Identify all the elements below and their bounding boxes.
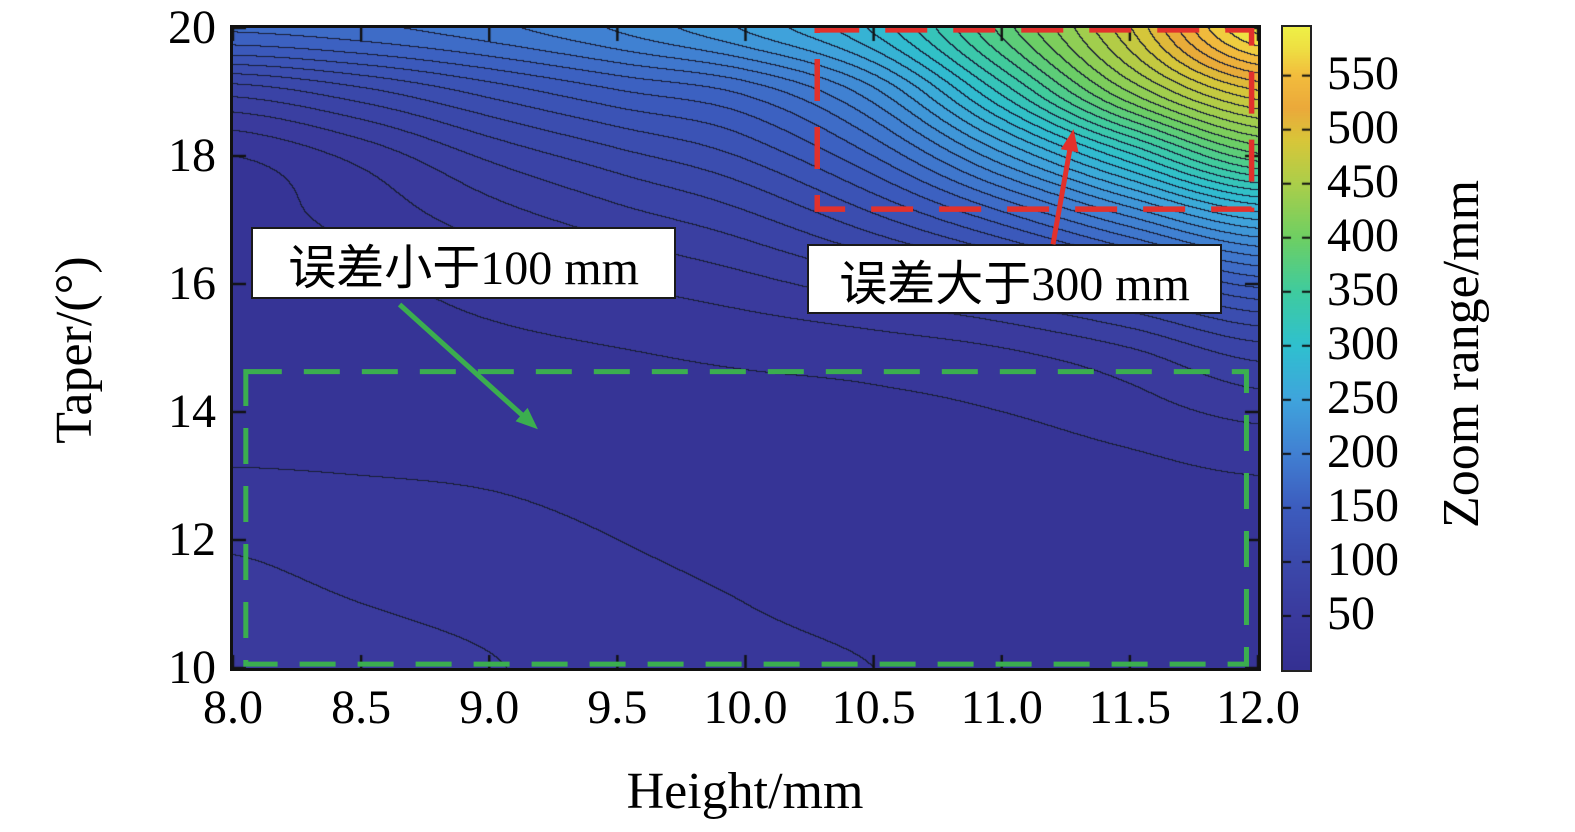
- x-tick-label: 10.5: [831, 681, 916, 734]
- colorbar-tick-label: 50: [1327, 586, 1375, 640]
- colorbar-tick-label: 450: [1327, 154, 1399, 208]
- colorbar-canvas: [1283, 27, 1310, 670]
- colorbar-tick-label: 400: [1327, 208, 1399, 262]
- x-axis-title: Height/mm: [626, 763, 864, 820]
- annotation-low-error-text: 误差小于100 mm: [288, 241, 639, 295]
- annotation-low-error: 误差小于100 mm: [250, 227, 677, 299]
- y-tick-label: 12: [168, 513, 216, 566]
- x-tick-label: 8.0: [203, 681, 263, 734]
- colorbar-tick-label: 100: [1327, 532, 1399, 586]
- colorbar-tick-label: 550: [1327, 46, 1399, 100]
- y-tick-label: 20: [168, 1, 216, 54]
- plot-frame: [230, 25, 1261, 671]
- y-tick-label: 14: [168, 385, 216, 438]
- colorbar-tick-label: 250: [1327, 370, 1399, 424]
- colorbar-tick-label: 200: [1327, 424, 1399, 478]
- colorbar-tick-label: 500: [1327, 100, 1399, 154]
- annotation-high-error-text: 误差大于300 mm: [839, 257, 1190, 311]
- x-tick-label: 12.0: [1216, 681, 1300, 734]
- x-tick-label: 8.5: [331, 681, 392, 734]
- y-tick-label: 10: [168, 641, 216, 694]
- colorbar-tick-label: 350: [1327, 262, 1399, 316]
- x-tick-label: 10.0: [703, 681, 788, 734]
- x-tick-label: 9.5: [587, 681, 648, 734]
- colorbar-tick-label: 300: [1327, 316, 1399, 370]
- x-tick-label: 11.5: [1088, 681, 1171, 734]
- annotation-high-error: 误差大于300 mm: [807, 243, 1223, 315]
- contour-plot-canvas: [233, 28, 1258, 668]
- colorbar: [1281, 25, 1312, 672]
- colorbar-title: Zoom range/mm: [1433, 179, 1490, 529]
- x-tick-label: 9.0: [459, 681, 520, 734]
- y-tick-label: 16: [168, 257, 216, 310]
- x-tick-label: 11.0: [960, 681, 1043, 734]
- colorbar-tick-label: 150: [1327, 478, 1399, 532]
- y-axis-title: Taper/(°): [46, 256, 103, 444]
- y-tick-label: 18: [168, 129, 216, 182]
